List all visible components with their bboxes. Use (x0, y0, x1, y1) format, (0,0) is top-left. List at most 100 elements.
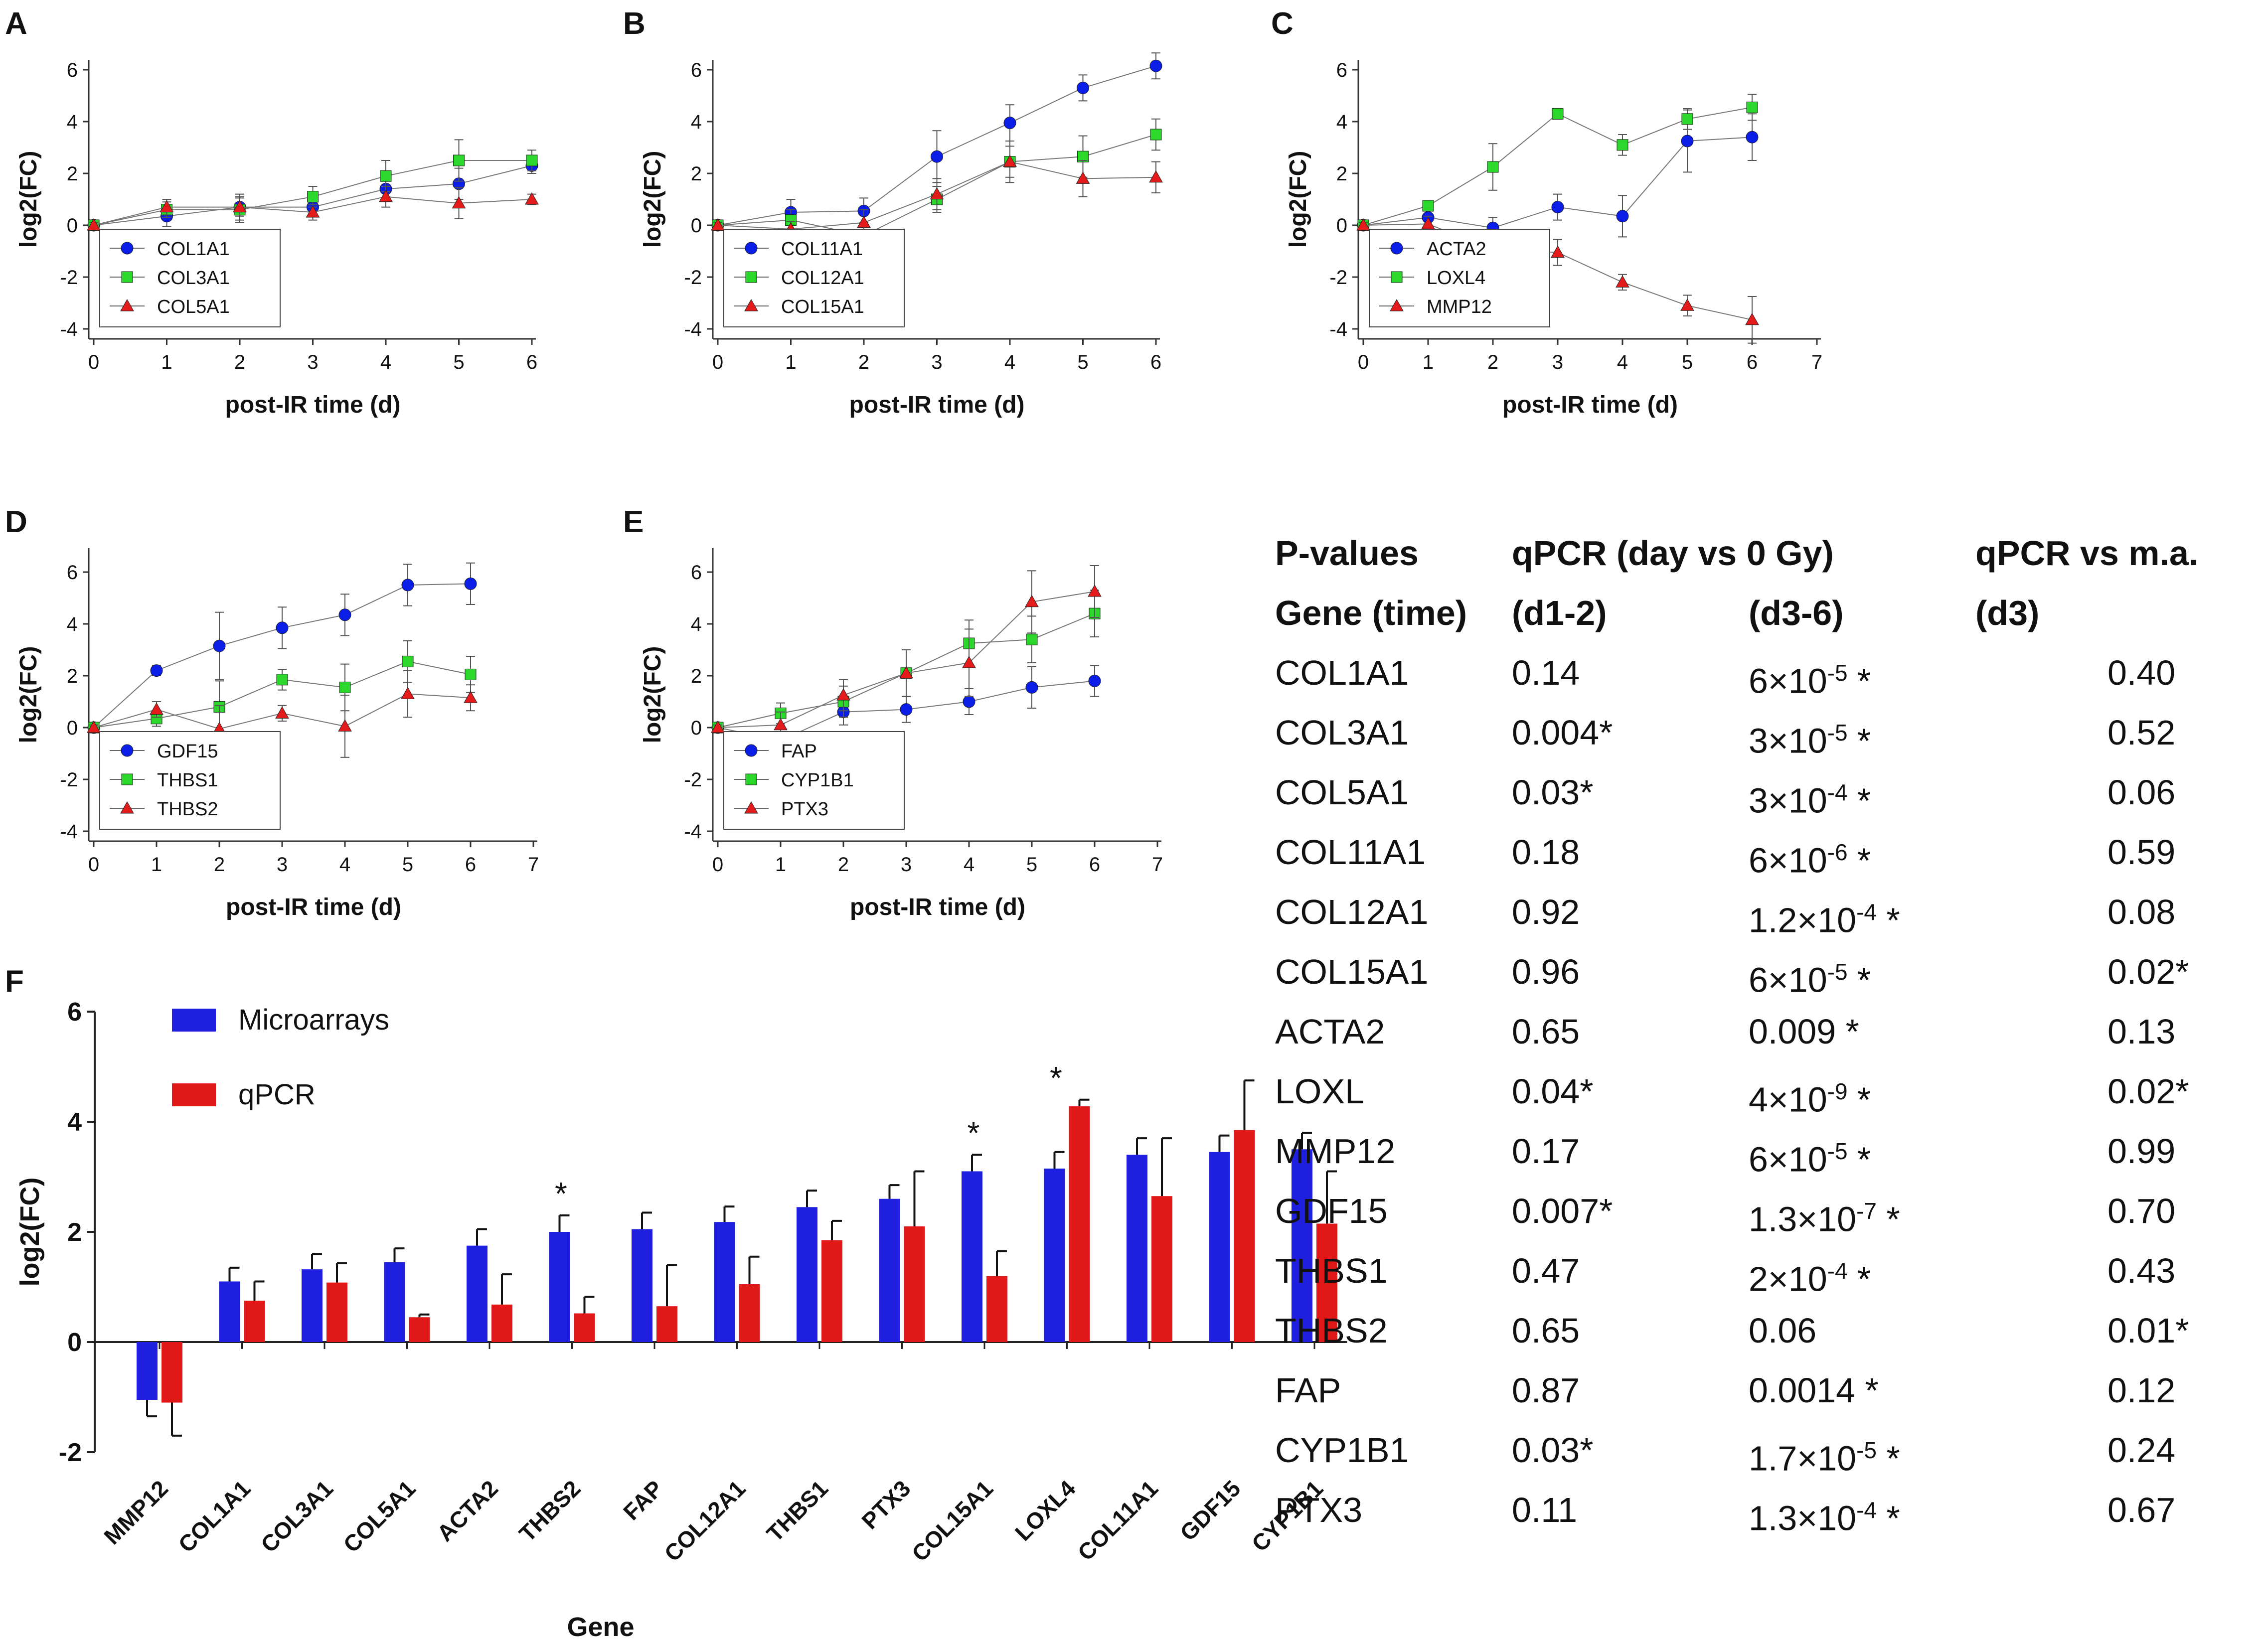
legend-label: THBS2 (157, 799, 218, 820)
table-body: COL1A1 0.14 6×10-5 * 0.40 COL3A1 0.004* 3×10-5… (1275, 643, 2262, 1540)
x-tick-label: PTX3 (856, 1475, 915, 1534)
p-d3-cell: 0.70 (2107, 1192, 2176, 1230)
x-tick-label: COL15A1 (907, 1475, 998, 1566)
header-qpcr-day: qPCR (day vs 0 Gy) (1512, 534, 1834, 573)
significance-star: * (555, 1176, 567, 1211)
data-point (160, 200, 174, 213)
gene-cell: COL3A1 (1275, 713, 1409, 752)
x-tick-label: 7 (1811, 351, 1822, 373)
p-d3-6-mantissa: 6×10 (1749, 1140, 1827, 1179)
x-tick-label: COL11A1 (1073, 1475, 1163, 1565)
header-p-values: P-values (1275, 534, 1419, 573)
bar-chart-F: -2 0 2 4 6 log2(FC) Gene MMP12 COL1A1 COL3A1 COL5A… (15, 998, 1347, 1642)
x-tick-label: 2 (214, 854, 225, 876)
data-point (338, 608, 351, 621)
panel-letter-A: A (5, 6, 27, 41)
p-d3-cell: 0.02* (2107, 1072, 2189, 1111)
table-row: GDF15 0.007* 1.3×10-7 * 0.70 (1275, 1181, 2262, 1241)
data-point (465, 668, 477, 680)
p-d1-2-cell: 0.04* (1512, 1072, 1594, 1111)
data-point (87, 720, 101, 733)
gene-cell: THBS2 (1275, 1311, 1388, 1350)
table-row: ACTA2 0.65 0.009 * 0.13 (1275, 1002, 2262, 1061)
bar-qpcr-loxl4 (1069, 1106, 1090, 1342)
data-point (931, 150, 943, 163)
x-tick-label: 4 (1617, 351, 1628, 373)
p-d3-6-mantissa: 3×10 (1749, 781, 1827, 820)
x-tick-label: 5 (402, 854, 413, 876)
x-tick-label: THBS2 (514, 1475, 585, 1546)
y-tick-label: 0 (67, 1328, 82, 1357)
data-point (1616, 275, 1629, 288)
p-d3-6-exponent: -7 (1856, 1198, 1877, 1224)
x-tick-label: 3 (307, 351, 318, 373)
p-d1-2-cell: 0.18 (1512, 833, 1580, 872)
header-qpcr-vs-ma: qPCR vs m.a. (1975, 534, 2199, 573)
p-d3-6-mantissa: 6×10 (1749, 661, 1827, 701)
x-axis-label: Gene (567, 1612, 634, 1642)
significance-star: * (1847, 781, 1871, 820)
data-point (525, 192, 539, 205)
y-tick-label: 2 (691, 665, 702, 687)
p-d3-cell: 0.13 (2107, 1012, 2176, 1051)
x-tick-label: 6 (1089, 854, 1100, 876)
p-d3-6-mantissa: 1.2×10 (1749, 900, 1857, 940)
significance-star: * (1847, 1259, 1871, 1299)
table-header-row: P-values qPCR (day vs 0 Gy) qPCR vs m.a. (1275, 523, 2262, 583)
x-tick-label: 7 (1152, 854, 1163, 876)
significance-star: * (1847, 661, 1871, 701)
x-tick-label: THBS1 (762, 1475, 833, 1546)
legend-swatch-microarrays (172, 1009, 216, 1032)
p-d3-cell: 0.06 (2107, 773, 2176, 812)
x-tick-label: 4 (339, 854, 350, 876)
p-d3-6-mantissa: 1.3×10 (1749, 1498, 1857, 1538)
bar-qpcr-thbs1 (821, 1240, 842, 1342)
bar-microarrays-cyp1b1 (1292, 1149, 1312, 1342)
data-point (711, 720, 725, 733)
y-tick-label: -4 (60, 821, 78, 843)
data-point (1088, 674, 1101, 687)
p-d1-2-cell: 0.004* (1512, 713, 1613, 752)
data-point (1356, 218, 1370, 231)
data-point (1025, 595, 1039, 607)
p-d1-2-cell: 0.92 (1512, 893, 1580, 931)
line-chart-C: -4 -2 0 2 4 6 0 1 2 3 4 5 6 7 post-IR time (d) log2(FC)… (1285, 59, 1822, 418)
x-tick-label: 1 (1423, 351, 1434, 373)
p-d3-6-cell: 3×10-5 * (1749, 703, 1871, 770)
p-d1-2-cell: 0.96 (1512, 952, 1580, 991)
header-d3: (d3) (1975, 594, 2040, 632)
x-axis-label: post-IR time (d) (1502, 392, 1678, 418)
bar-qpcr-col3a1 (326, 1282, 347, 1342)
legend-label: qPCR (238, 1078, 316, 1111)
p-d1-2-cell: 0.007* (1512, 1192, 1613, 1230)
data-point (401, 687, 415, 699)
data-point (1745, 312, 1759, 325)
data-point (307, 191, 319, 203)
x-tick-label: 3 (1552, 351, 1563, 373)
x-tick-label: 1 (785, 351, 796, 373)
bar-qpcr-fap (656, 1306, 677, 1342)
data-point (276, 674, 288, 686)
table-row: COL3A1 0.004* 3×10-5 * 0.52 (1275, 703, 2262, 762)
significance-star: * (1876, 1439, 1900, 1478)
x-tick-label: ACTA2 (432, 1475, 503, 1546)
data-point (1025, 681, 1038, 694)
y-tick-label: 4 (691, 111, 702, 133)
data-point (1617, 139, 1628, 151)
p-d3-6-mantissa: 0.0014 * (1749, 1371, 1879, 1410)
x-tick-label: 1 (161, 351, 172, 373)
x-tick-label: 4 (1004, 351, 1015, 373)
y-tick-label: -2 (60, 267, 78, 289)
y-tick-label: 4 (691, 613, 702, 635)
x-tick-label: 1 (775, 854, 786, 876)
x-tick-label: 7 (528, 854, 539, 876)
legend-marker (120, 299, 134, 311)
data-point (1551, 245, 1565, 258)
p-d3-6-exponent: -4 (1856, 1497, 1877, 1523)
gene-cell: COL1A1 (1275, 653, 1409, 692)
data-point (1003, 154, 1017, 167)
legend-label: MMP12 (1427, 297, 1492, 317)
legend-marker (121, 271, 133, 283)
table-row: COL5A1 0.03* 3×10-4 * 0.06 (1275, 762, 2262, 822)
